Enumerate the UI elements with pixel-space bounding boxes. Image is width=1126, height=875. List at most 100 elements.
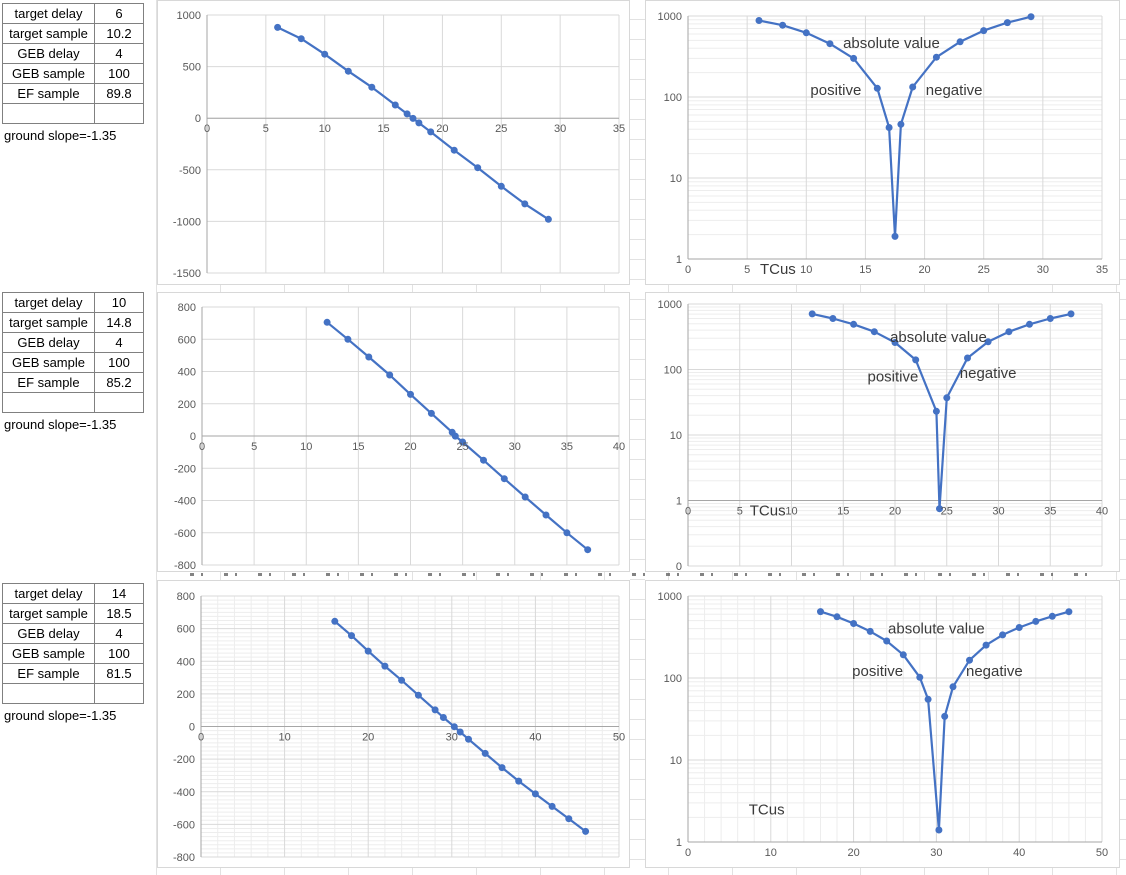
svg-text:10: 10 — [765, 847, 777, 859]
parameter-table-1[interactable]: target delay 6 target sample 10.2 GEB delay 4… — [2, 3, 144, 124]
chart-row3-linear[interactable]: 0 10 20 30 40 50 -800 -600 -400 -200 0 200 400 600 800 — [157, 580, 630, 868]
svg-text:200: 200 — [177, 689, 195, 701]
data-point — [897, 120, 905, 128]
data-point — [1065, 608, 1073, 616]
data-point — [924, 695, 932, 703]
data-point — [584, 546, 592, 554]
param-row: target sample 14.8 — [2, 312, 144, 333]
svg-text:20: 20 — [889, 506, 901, 518]
data-point — [274, 23, 282, 31]
svg-text:10: 10 — [785, 506, 797, 518]
svg-text:600: 600 — [178, 334, 196, 346]
data-point — [817, 608, 824, 616]
chart-canvas: 0 5 10 15 20 25 30 35 -1500 -1000 -500 0 500 1000 — [173, 10, 625, 280]
svg-text:40: 40 — [1096, 506, 1108, 518]
chart-canvas: 0 5 10 15 20 25 30 35 1000 100 10 1 absolute value po… — [658, 11, 1109, 278]
chart-row1-log-abs[interactable]: 0 5 10 15 20 25 30 35 1000 100 10 1 absolute value po… — [645, 0, 1120, 285]
data-point — [980, 27, 988, 35]
svg-text:-500: -500 — [179, 165, 201, 177]
param-row: target delay 14 — [2, 583, 144, 604]
data-point — [850, 620, 858, 627]
parameter-table-3[interactable]: target delay 14 target sample 18.5 GEB delay… — [2, 583, 144, 704]
annotation-tcus: TCus — [750, 503, 786, 520]
svg-text:400: 400 — [177, 656, 195, 668]
sheet-gridlines-row-gap-1 — [157, 285, 1126, 292]
param-label: GEB sample — [2, 643, 95, 664]
data-point — [407, 390, 414, 398]
chart-row3-log-abs[interactable]: 0 10 20 30 40 50 1000 100 10 1 absolute value posit… — [645, 580, 1120, 868]
data-point — [956, 38, 964, 46]
svg-text:-800: -800 — [174, 560, 196, 571]
svg-text:500: 500 — [183, 62, 201, 74]
svg-text:100: 100 — [664, 673, 682, 685]
svg-text:800: 800 — [178, 302, 196, 314]
param-label: target sample — [2, 23, 95, 44]
data-point — [548, 802, 556, 810]
data-point — [833, 613, 841, 621]
param-row: GEB delay 4 — [2, 623, 144, 644]
ground-slope-note-2: ground slope=-1.35 — [4, 417, 117, 432]
chart-row2-linear[interactable]: 0 5 10 15 20 25 30 35 40 -800 -600 -400 -200 0 200 400 6… — [157, 292, 630, 572]
param-row: EF sample 85.2 — [2, 372, 144, 393]
svg-text:10: 10 — [670, 173, 682, 185]
svg-text:0: 0 — [195, 113, 201, 125]
data-point — [498, 764, 506, 772]
param-row: EF sample 89.8 — [2, 83, 144, 104]
data-point — [883, 637, 891, 645]
svg-text:35: 35 — [561, 441, 573, 453]
data-point — [941, 712, 949, 720]
svg-text:35: 35 — [1044, 506, 1056, 518]
svg-text:10: 10 — [670, 430, 682, 442]
svg-text:800: 800 — [177, 591, 195, 603]
param-row: GEB sample 100 — [2, 352, 144, 373]
svg-text:100: 100 — [664, 92, 682, 104]
svg-text:20: 20 — [404, 441, 416, 453]
svg-text:-600: -600 — [173, 819, 195, 831]
svg-text:10: 10 — [319, 123, 331, 135]
param-label: EF sample — [2, 372, 95, 393]
svg-text:-200: -200 — [174, 463, 196, 475]
svg-text:100: 100 — [664, 365, 682, 377]
data-point — [348, 632, 355, 640]
data-point — [515, 777, 523, 785]
data-point — [398, 676, 406, 684]
sheet-gridlines-right-edge — [1120, 0, 1126, 875]
svg-text:30: 30 — [1037, 264, 1049, 276]
svg-text:20: 20 — [436, 123, 448, 135]
data-point — [409, 114, 417, 122]
data-point — [982, 641, 990, 649]
parameter-table-2[interactable]: target delay 10 target sample 14.8 GEB delay… — [2, 292, 144, 413]
data-point — [427, 409, 435, 417]
clipped-cell-text — [190, 573, 1100, 576]
param-row: target sample 10.2 — [2, 23, 144, 44]
data-point — [899, 651, 907, 659]
param-label: GEB sample — [2, 63, 95, 84]
svg-text:5: 5 — [251, 441, 257, 453]
svg-text:-1500: -1500 — [173, 268, 201, 280]
svg-text:30: 30 — [554, 123, 566, 135]
svg-text:5: 5 — [263, 123, 269, 135]
param-label — [2, 103, 95, 124]
svg-text:-400: -400 — [173, 787, 195, 799]
annotation-tcus: TCus — [749, 801, 785, 818]
chart-row2-log-abs[interactable]: 0 5 10 15 20 25 30 35 40 1000 100 10 1 0 absolute valu… — [645, 292, 1120, 572]
data-point — [365, 353, 373, 361]
data-point — [565, 815, 573, 823]
svg-text:-600: -600 — [174, 528, 196, 540]
svg-text:15: 15 — [859, 264, 871, 276]
param-label: EF sample — [2, 663, 95, 684]
param-label: target delay — [2, 292, 95, 313]
chart-row1-linear[interactable]: 0 5 10 15 20 25 30 35 -1500 -1000 -500 0 500 1000 — [157, 0, 630, 285]
data-point — [450, 723, 458, 731]
svg-text:400: 400 — [178, 367, 196, 379]
data-point — [323, 318, 331, 326]
data-point — [450, 146, 458, 154]
svg-text:25: 25 — [941, 506, 953, 518]
svg-text:5: 5 — [737, 506, 743, 518]
param-label: GEB delay — [2, 43, 95, 64]
data-point — [802, 29, 810, 37]
svg-text:600: 600 — [177, 624, 195, 636]
svg-text:10: 10 — [800, 264, 812, 276]
param-label: target sample — [2, 603, 95, 624]
